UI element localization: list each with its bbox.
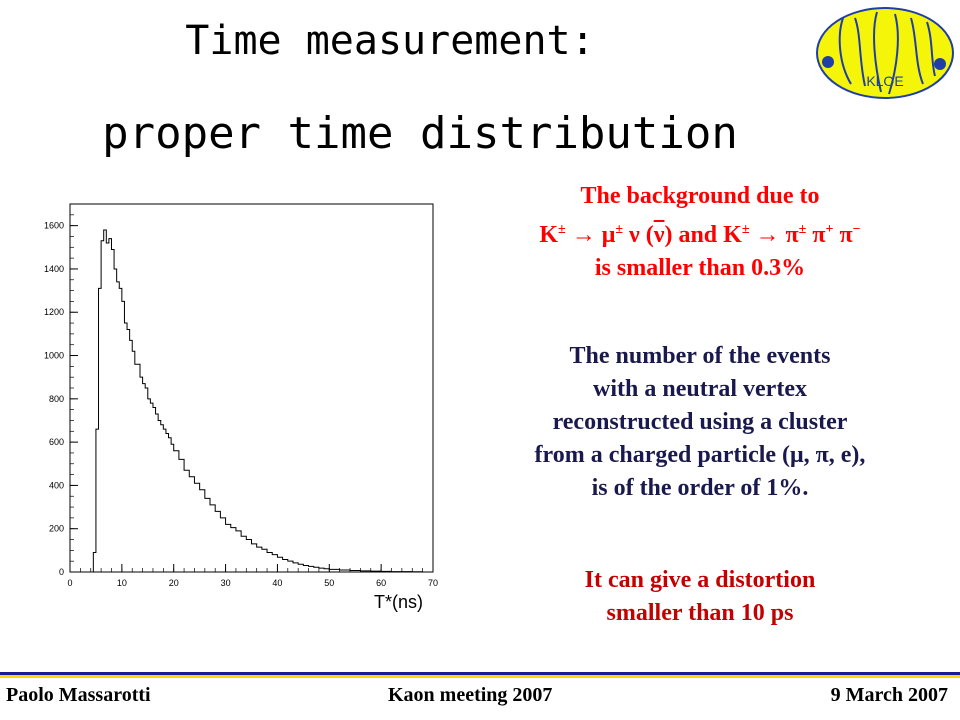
mu-symbol: μ <box>601 222 616 248</box>
footer-divider-blue <box>0 672 960 675</box>
x-tick-label: 60 <box>376 578 386 588</box>
background-line1: The background due to <box>580 183 820 209</box>
arrow-1: → <box>565 222 602 248</box>
slide-title-line1: Time measurement: <box>185 18 595 64</box>
y-tick-label: 1000 <box>44 351 64 361</box>
k-symbol: K <box>539 222 559 248</box>
pi-symbol-2: π <box>806 222 826 248</box>
logo-face-mid-icon <box>873 11 899 95</box>
and-text: ) and K <box>664 222 742 248</box>
x-tick-label: 50 <box>324 578 334 588</box>
logo-ellipse <box>816 7 954 99</box>
pi-symbol-3: π <box>833 222 853 248</box>
x-tick-label: 40 <box>272 578 282 588</box>
pm-sup-1: ± <box>558 222 566 237</box>
pm-sup-2: ± <box>615 222 624 237</box>
nu-symbol: ν ( <box>623 222 654 248</box>
histogram-series <box>92 229 433 573</box>
distortion-text-block: It can give a distortion smaller than 10… <box>440 564 960 630</box>
events-text-block: The number of the events with a neutral … <box>440 340 960 505</box>
background-text-block: The background due to K± → μ± ν (ν) and … <box>440 180 960 285</box>
pm-sup-4: ± <box>798 222 807 237</box>
x-tick-label: 30 <box>221 578 231 588</box>
slide-title-line2: proper time distribution <box>102 108 738 159</box>
logo-face-right-icon <box>910 17 936 85</box>
logo-text: KLOE <box>866 73 903 89</box>
pm-sup-3: ± <box>741 222 750 237</box>
y-tick-label: 600 <box>49 437 64 447</box>
background-line3: is smaller than 0.3% <box>594 255 806 281</box>
y-tick-label: 0 <box>59 567 64 577</box>
events-line4: from a charged particle (μ, π, e), <box>534 442 866 468</box>
distortion-line1: It can give a distortion <box>584 567 816 593</box>
y-tick-label: 1600 <box>44 221 64 231</box>
logo-face-left-icon <box>838 17 866 87</box>
x-tick-label: 70 <box>428 578 438 588</box>
pi-symbol-1: π <box>785 222 799 248</box>
proper-time-histogram: 0 200 400 600 800 1000 1200 1400 1600 0 10 20 30 40 50… <box>44 203 438 612</box>
plus-sup: + <box>825 222 834 237</box>
nubar-symbol: ν <box>653 222 665 248</box>
events-line1: The number of the events <box>569 343 831 369</box>
arrow-2: → <box>749 222 786 248</box>
plot-frame <box>69 203 434 573</box>
minus-sup: − <box>852 222 861 237</box>
footer-divider-gold <box>0 675 960 678</box>
x-tick-label: 10 <box>117 578 127 588</box>
footer-date: 9 March 2007 <box>830 684 948 706</box>
y-tick-label: 400 <box>49 480 64 490</box>
distortion-line2: smaller than 10 ps <box>606 600 794 626</box>
footer-author: Paolo Massarotti <box>6 684 151 706</box>
background-line2: K± → μ± ν (ν) and K± → π± π+ π− <box>440 213 960 252</box>
y-tick-label: 1200 <box>44 307 64 317</box>
logo-dot-left-icon <box>822 56 834 68</box>
y-tick-label: 1400 <box>44 264 64 274</box>
footer-meeting: Kaon meeting 2007 <box>388 684 553 706</box>
x-tick-label: 20 <box>169 578 179 588</box>
events-line5: is of the order of 1%. <box>591 475 809 501</box>
y-tick-label: 200 <box>49 524 64 534</box>
kloe-logo: KLOE <box>816 7 954 99</box>
events-line3: reconstructed using a cluster <box>552 409 848 435</box>
logo-dot-right-icon <box>934 58 946 70</box>
x-axis-label: T*(ns) <box>374 592 423 612</box>
y-tick-label: 800 <box>49 394 64 404</box>
x-tick-label: 0 <box>67 578 72 588</box>
events-line2: with a neutral vertex <box>593 376 807 402</box>
